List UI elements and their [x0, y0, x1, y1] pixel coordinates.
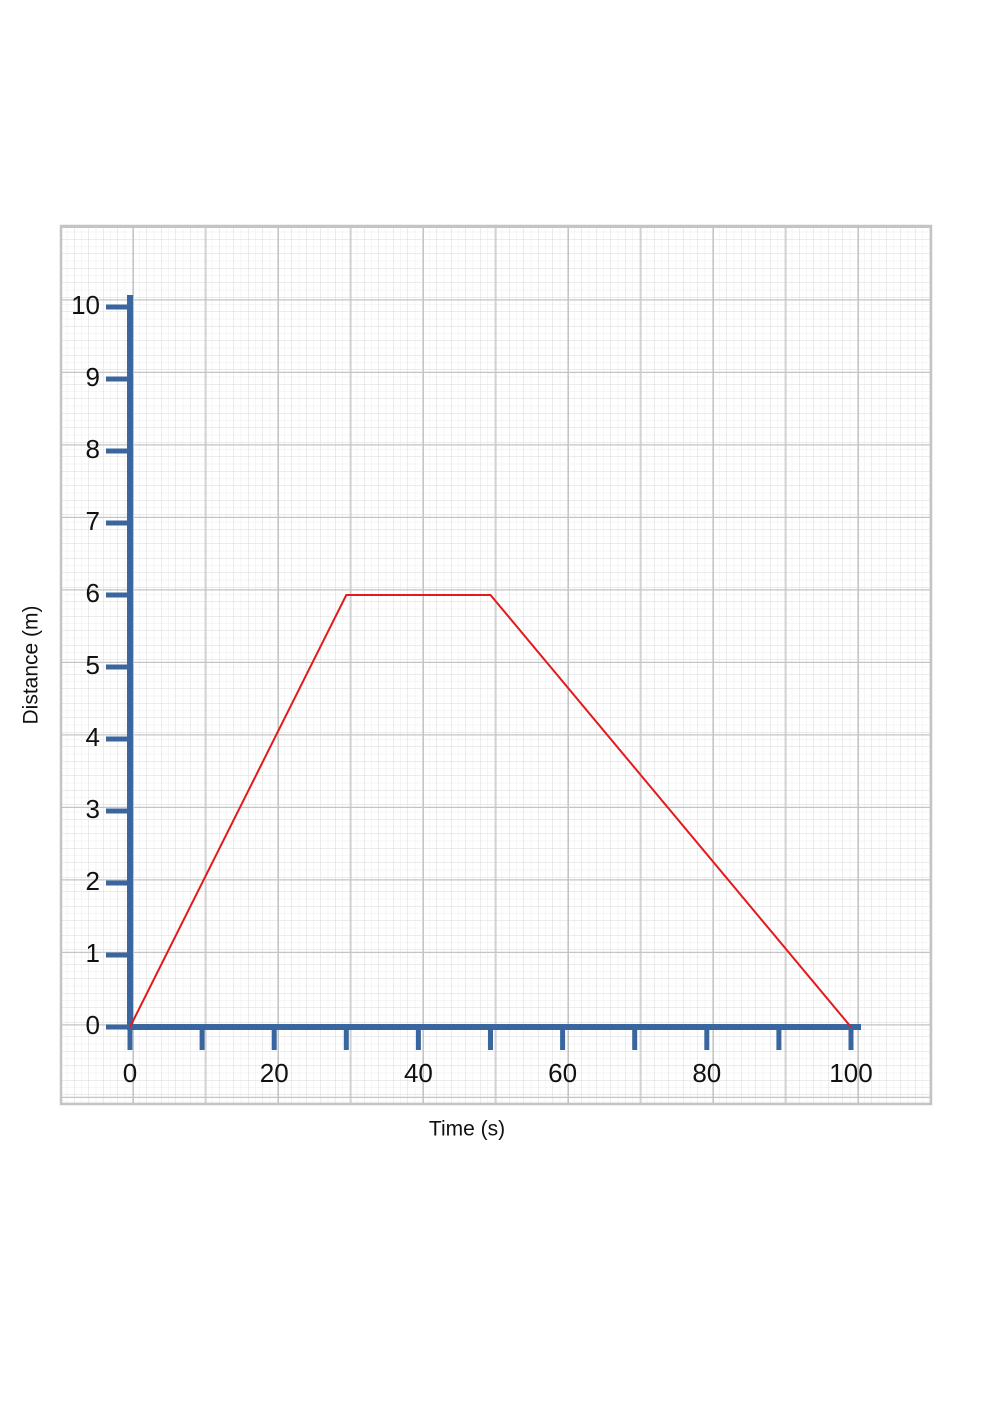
y-tick-label: 4	[86, 722, 100, 752]
x-tick-label: 40	[404, 1058, 433, 1088]
y-axis-title: Distance (m)	[20, 605, 43, 724]
y-tick-label: 5	[86, 650, 100, 680]
y-tick-label: 8	[86, 434, 100, 464]
x-tick-label: 0	[123, 1058, 137, 1088]
y-tick-label: 7	[86, 506, 100, 536]
y-tick-label: 9	[86, 362, 100, 392]
y-tick-label: 2	[86, 866, 100, 896]
x-tick-label: 100	[829, 1058, 872, 1088]
graph-paper	[59, 224, 933, 1106]
x-tick-label: 60	[548, 1058, 577, 1088]
x-axis-title: Time (s)	[429, 1118, 505, 1141]
y-tick-label: 6	[86, 578, 100, 608]
x-tick-label: 80	[692, 1058, 721, 1088]
y-tick-label: 10	[71, 290, 100, 320]
y-tick-label: 1	[86, 938, 100, 968]
y-tick-label: 3	[86, 794, 100, 824]
y-tick-label: 0	[86, 1010, 100, 1040]
x-tick-label: 20	[260, 1058, 289, 1088]
data-line	[129, 594, 852, 1028]
